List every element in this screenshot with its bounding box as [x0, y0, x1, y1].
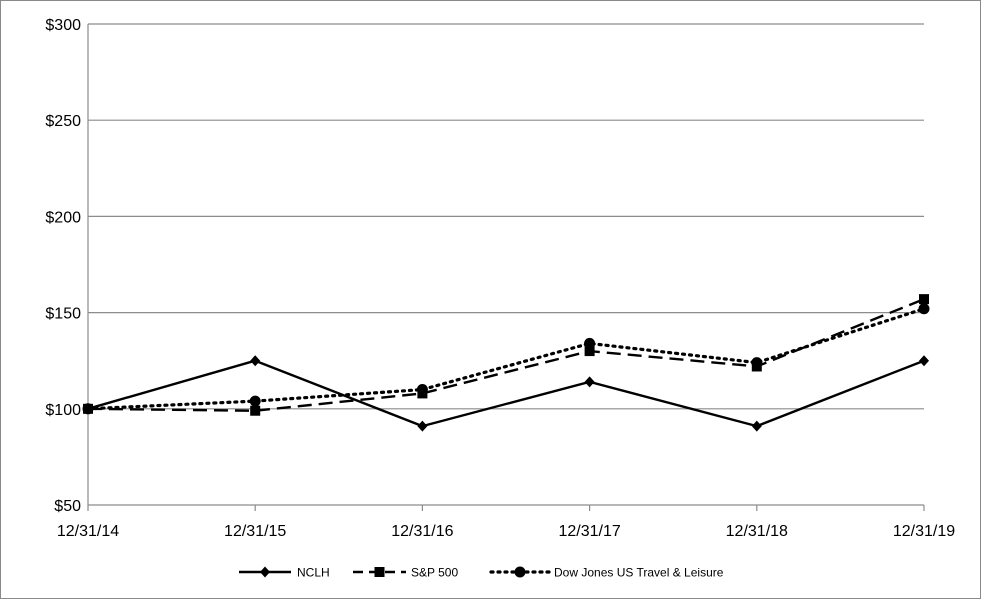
x-tick-label: 12/31/16	[391, 523, 453, 540]
y-tick-labels: $50 $100 $150 $200 $250 $300	[45, 17, 81, 515]
x-tick-label: 12/31/17	[558, 523, 620, 540]
y-tick-label: $150	[45, 306, 81, 323]
data-point	[919, 355, 929, 367]
legend-marker	[514, 566, 526, 578]
data-point	[584, 346, 595, 357]
x-tick-labels: 12/31/14 12/31/15 12/31/16 12/31/17 12/31/18…	[57, 523, 955, 540]
x-tick-label: 12/31/18	[726, 523, 788, 540]
x-tick-label: 12/31/19	[893, 523, 955, 540]
series-lines	[82, 294, 930, 432]
legend-label: S&P 500	[411, 566, 458, 580]
axes	[87, 24, 925, 511]
series-line	[87, 359, 925, 428]
y-tick-label: $250	[45, 113, 81, 130]
data-point	[584, 376, 595, 388]
y-tick-label: $200	[45, 209, 81, 226]
y-tick-label: $50	[54, 498, 81, 515]
y-tick-label: $100	[45, 402, 81, 419]
legend-marker	[260, 566, 270, 578]
data-point	[249, 395, 261, 407]
series-line	[86, 307, 926, 411]
legend-item: Dow Jones US Travel & Leisure	[489, 566, 724, 580]
series-0	[83, 355, 929, 432]
gridlines	[88, 23, 924, 410]
data-point	[417, 420, 428, 432]
series-line	[87, 298, 925, 412]
data-point	[918, 303, 930, 315]
legend-item: S&P 500	[353, 566, 458, 580]
legend-marker	[374, 567, 385, 577]
data-point	[919, 294, 929, 305]
legend-item: NCLH	[239, 566, 330, 580]
data-point	[83, 403, 93, 415]
y-tick-label: $300	[45, 17, 81, 34]
legend-label: Dow Jones US Travel & Leisure	[554, 566, 724, 580]
series-2	[82, 303, 930, 415]
x-tick-label: 12/31/14	[57, 523, 119, 540]
legend: NCLH S&P 500 Dow Jones US Travel & Leisure	[239, 566, 724, 580]
data-point	[250, 405, 261, 416]
data-point	[751, 361, 762, 372]
data-point	[250, 355, 261, 367]
legend-label: NCLH	[297, 566, 330, 580]
data-point	[417, 388, 428, 399]
x-tick-label: 12/31/15	[224, 523, 286, 540]
data-point	[751, 420, 762, 432]
